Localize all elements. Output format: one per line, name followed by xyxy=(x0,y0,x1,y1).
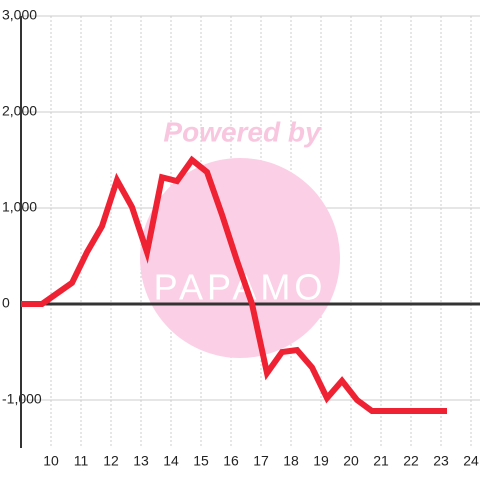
x-tick-label: 24 xyxy=(463,453,479,469)
x-tick-label: 19 xyxy=(313,453,329,469)
x-tick-label: 13 xyxy=(133,453,149,469)
watermark: Powered by xyxy=(163,116,322,147)
x-tick-label: 22 xyxy=(403,453,419,469)
y-tick-label: 3,000 xyxy=(2,7,37,23)
x-tick-label: 17 xyxy=(253,453,269,469)
x-tick-label: 12 xyxy=(103,453,119,469)
watermark-circle xyxy=(140,158,340,358)
x-tick-label: 10 xyxy=(43,453,59,469)
y-tick-label: 2,000 xyxy=(2,103,37,119)
x-tick-label: 23 xyxy=(433,453,449,469)
x-tick-label: 15 xyxy=(193,453,209,469)
x-tick-label: 14 xyxy=(163,453,179,469)
x-tick-label: 11 xyxy=(74,453,89,469)
x-tick-label: 18 xyxy=(283,453,299,469)
x-tick-label: 20 xyxy=(343,453,359,469)
data-line xyxy=(21,155,447,415)
logo-text: PAPAMO xyxy=(154,267,327,308)
y-tick-label: 0 xyxy=(2,295,10,311)
x-tick-label: 16 xyxy=(223,453,239,469)
y-tick-label: 1,000 xyxy=(2,199,37,215)
x-tick-label: 21 xyxy=(373,453,389,469)
